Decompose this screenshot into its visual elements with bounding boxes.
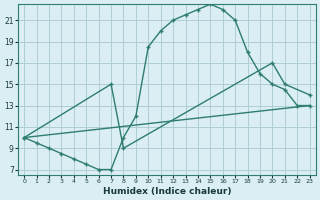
X-axis label: Humidex (Indice chaleur): Humidex (Indice chaleur) — [103, 187, 231, 196]
